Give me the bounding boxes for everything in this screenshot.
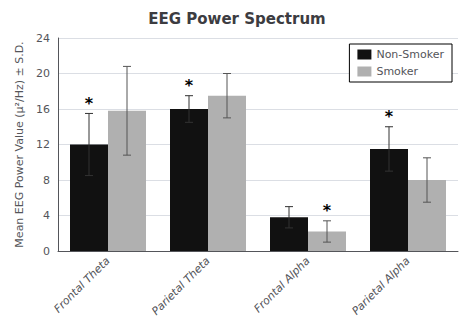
svg-text:*: * xyxy=(323,201,332,220)
svg-text:Non-Smoker: Non-Smoker xyxy=(376,48,444,61)
svg-text:20: 20 xyxy=(36,67,50,80)
svg-text:*: * xyxy=(385,107,394,126)
svg-text:Frontal Alpha: Frontal Alpha xyxy=(252,254,313,315)
svg-text:0: 0 xyxy=(43,245,50,258)
svg-text:Mean EEG Power Value (μ²/Hz) ±: Mean EEG Power Value (μ²/Hz) ± S.D. xyxy=(13,41,26,247)
svg-text:16: 16 xyxy=(36,103,50,116)
svg-text:*: * xyxy=(185,76,194,95)
svg-text:24: 24 xyxy=(36,32,50,45)
svg-text:8: 8 xyxy=(43,174,50,187)
svg-text:Smoker: Smoker xyxy=(376,65,418,78)
svg-text:*: * xyxy=(85,94,94,113)
svg-text:Frontal Theta: Frontal Theta xyxy=(51,254,112,315)
svg-text:4: 4 xyxy=(43,209,50,222)
svg-text:12: 12 xyxy=(36,138,50,151)
svg-text:Parietal Theta: Parietal Theta xyxy=(149,254,212,317)
svg-text:EEG Power Spectrum: EEG Power Spectrum xyxy=(148,10,325,28)
svg-text:Parietal Alpha: Parietal Alpha xyxy=(349,254,412,317)
